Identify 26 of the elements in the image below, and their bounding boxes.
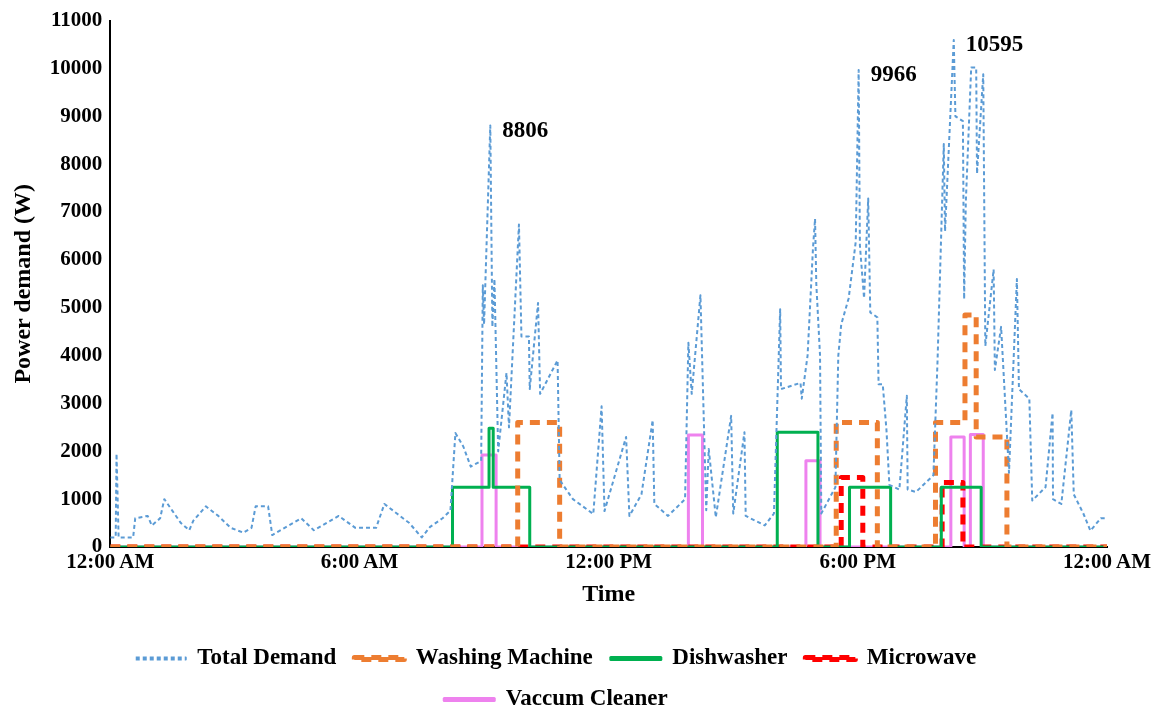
y-tick-label: 5000 [60, 294, 103, 319]
y-tick-label: 1000 [60, 485, 103, 510]
y-tick-label: 9000 [60, 102, 103, 127]
y-tick-label: 7000 [60, 198, 103, 223]
y-tick-label: 8000 [60, 150, 103, 175]
y-tick-label: 11000 [50, 7, 103, 32]
annotation: 8806 [502, 116, 549, 142]
y-tick-label: 6000 [60, 246, 103, 271]
x-tick-label: 12:00 AM [1062, 549, 1152, 574]
legend-label: Microwave [866, 644, 977, 670]
y-tick-label: 3000 [60, 389, 103, 414]
x-tick-label: 12:00 PM [565, 549, 653, 574]
x-tick-label: 6:00 PM [819, 549, 897, 574]
y-axis-title: Power demand (W) [8, 184, 35, 384]
legend-label: Washing Machine [415, 644, 593, 670]
x-axis-title: Time [582, 579, 636, 606]
annotation: 10595 [965, 30, 1024, 56]
y-tick-label: 2000 [60, 437, 103, 462]
legend-label: Total Demand [197, 644, 337, 670]
annotation: 9966 [870, 61, 917, 87]
y-tick-label: 10000 [49, 54, 103, 79]
line-series [110, 38, 1107, 539]
legend-label: Dishwasher [672, 644, 788, 670]
y-tick-label: 4000 [60, 342, 103, 366]
legend-label: Vaccum Cleaner [505, 685, 668, 711]
x-tick-label: 6:00 AM [320, 549, 399, 574]
